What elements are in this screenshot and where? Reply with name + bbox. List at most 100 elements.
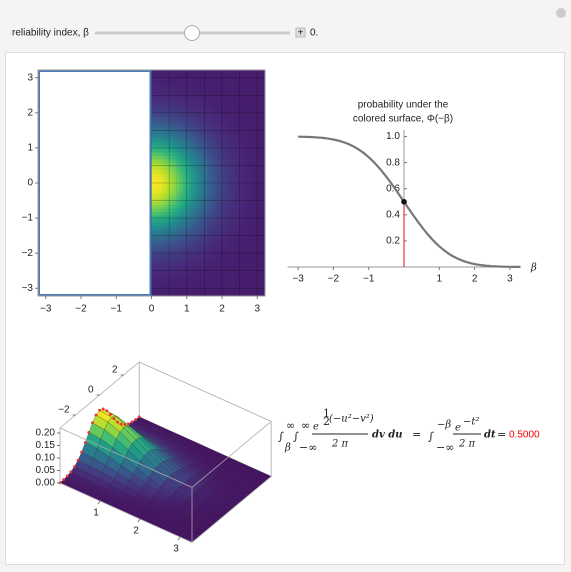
heat-cell — [204, 88, 209, 93]
heat-cell — [151, 225, 156, 230]
heat-cell — [193, 281, 198, 286]
heat-cell — [162, 145, 166, 150]
heat-cell — [193, 225, 198, 230]
heat-cell — [158, 106, 163, 111]
heat-cell — [221, 243, 226, 248]
heat-cell — [246, 281, 251, 286]
heat-cell — [218, 243, 223, 248]
heat-cell — [186, 180, 191, 185]
heat-cell — [162, 285, 166, 290]
slider-thumb[interactable] — [184, 25, 200, 41]
heat-cell — [218, 215, 223, 220]
heat-cell — [246, 229, 251, 234]
heat-cell — [172, 113, 177, 118]
heat-cell — [165, 74, 170, 79]
heat-cell — [197, 278, 202, 283]
heat-cell — [158, 229, 163, 234]
heat-cell — [207, 190, 212, 195]
heat-cell — [253, 187, 258, 192]
heat-cell — [211, 124, 216, 128]
heat-cell — [214, 117, 219, 121]
heat-cell — [179, 85, 184, 90]
heat-cell — [229, 102, 233, 107]
heat-cell — [257, 92, 262, 97]
heat-cell — [176, 102, 181, 107]
heat-cell — [253, 173, 258, 178]
exponent: (−u²−v²) — [329, 414, 374, 425]
heat-cell — [197, 222, 202, 227]
heat-cell — [176, 110, 181, 114]
z-tick-label: 0.15 — [36, 440, 56, 451]
heat-cell — [260, 236, 265, 241]
edge-dot — [116, 420, 119, 424]
heat-cell — [246, 166, 251, 171]
heat-cell — [179, 152, 184, 157]
heat-cell — [186, 124, 191, 128]
heat-cell — [257, 197, 262, 202]
heat-cell — [155, 127, 159, 132]
heat-cell — [246, 92, 251, 97]
heat-cell — [232, 162, 237, 167]
heat-cell — [172, 281, 177, 286]
heat-cell — [176, 85, 181, 90]
heat-cell — [207, 183, 212, 188]
heat-cell — [257, 124, 262, 128]
heat-cell — [257, 113, 262, 118]
heat-cell — [229, 292, 233, 297]
heat-cell — [250, 102, 255, 107]
heat-cell — [207, 124, 212, 128]
cdf-title: probability under the — [358, 100, 449, 111]
heat-cell — [229, 99, 233, 104]
heat-cell — [229, 274, 233, 279]
heat-cell — [257, 159, 262, 164]
edge-dot — [101, 407, 105, 411]
heat-cell — [207, 236, 212, 241]
heat-cell — [221, 187, 226, 192]
heat-cell — [232, 70, 237, 72]
heat-cell — [197, 131, 202, 135]
heat-cell — [243, 187, 248, 192]
heat-cell — [172, 190, 177, 195]
heat-cell — [197, 106, 202, 111]
heat-cell — [155, 229, 159, 234]
settings-icon[interactable] — [556, 8, 566, 18]
heat-cell — [172, 194, 177, 199]
heat-cell — [158, 250, 163, 255]
heat-cell — [236, 260, 241, 265]
heat-cell — [169, 131, 174, 135]
heat-cell — [239, 127, 244, 132]
heat-cell — [158, 218, 163, 223]
heat-cell — [257, 127, 262, 132]
heat-cell — [257, 176, 262, 181]
heat-cell — [186, 88, 191, 93]
heat-cell — [162, 288, 166, 293]
heat-cell — [239, 292, 244, 297]
heat-cell — [197, 117, 202, 121]
heat-cell — [183, 274, 188, 279]
heat-cell — [225, 127, 230, 132]
heat-cell — [151, 70, 156, 72]
heat-cell — [229, 110, 233, 114]
heat-cell — [232, 180, 237, 185]
heat-cell — [151, 117, 156, 121]
heat-cell — [236, 211, 241, 216]
heat-cell — [190, 239, 195, 244]
heat-cell — [214, 183, 219, 188]
heat-cell — [236, 232, 241, 237]
heat-cell — [257, 70, 262, 72]
heat-cell — [169, 257, 174, 262]
edge-dot — [69, 470, 73, 474]
heat-cell — [253, 148, 258, 153]
heat-cell — [214, 187, 219, 192]
heat-cell — [158, 162, 163, 167]
heat-cell — [232, 243, 237, 248]
heat-cell — [243, 180, 248, 185]
heat-cell — [257, 246, 262, 251]
heat-cell — [229, 278, 233, 283]
heat-cell — [211, 81, 216, 86]
heat-cell — [162, 127, 166, 132]
heat-cell — [260, 138, 265, 142]
heat-cell — [162, 162, 166, 167]
expand-button[interactable] — [295, 27, 306, 38]
